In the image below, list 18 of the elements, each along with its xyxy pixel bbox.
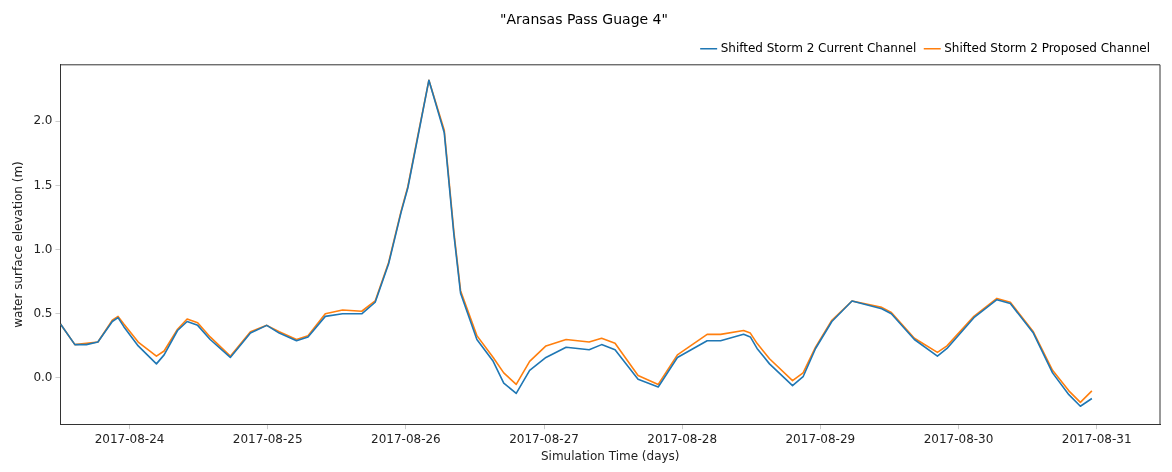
x-tick-label: 2017-08-28 xyxy=(647,431,718,446)
x-tick-label: 2017-08-24 xyxy=(94,431,165,446)
y-tick-label: 0.0 xyxy=(33,370,53,385)
x-tick-label: 2017-08-31 xyxy=(1061,431,1132,446)
x-tick-label: 2017-08-29 xyxy=(785,431,856,446)
legend-label: Shifted Storm 2 Proposed Channel xyxy=(944,40,1151,55)
chart-title: "Aransas Pass Guage 4" xyxy=(500,11,668,28)
x-tick-label: 2017-08-30 xyxy=(923,431,994,446)
x-tick-label: 2017-08-27 xyxy=(509,431,579,446)
x-axis-title: Simulation Time (days) xyxy=(540,448,680,463)
x-tick-label: 2017-08-26 xyxy=(371,431,441,446)
legend-label: Shifted Storm 2 Current Channel xyxy=(720,40,917,55)
y-tick-label: 1.5 xyxy=(33,177,53,192)
y-tick-label: 0.5 xyxy=(33,305,53,320)
x-tick-label: 2017-08-25 xyxy=(232,431,303,446)
y-tick-label: 1.0 xyxy=(33,241,53,256)
y-tick-label: 2.0 xyxy=(33,113,53,128)
y-axis-title: water surface elevation (m) xyxy=(11,161,26,328)
